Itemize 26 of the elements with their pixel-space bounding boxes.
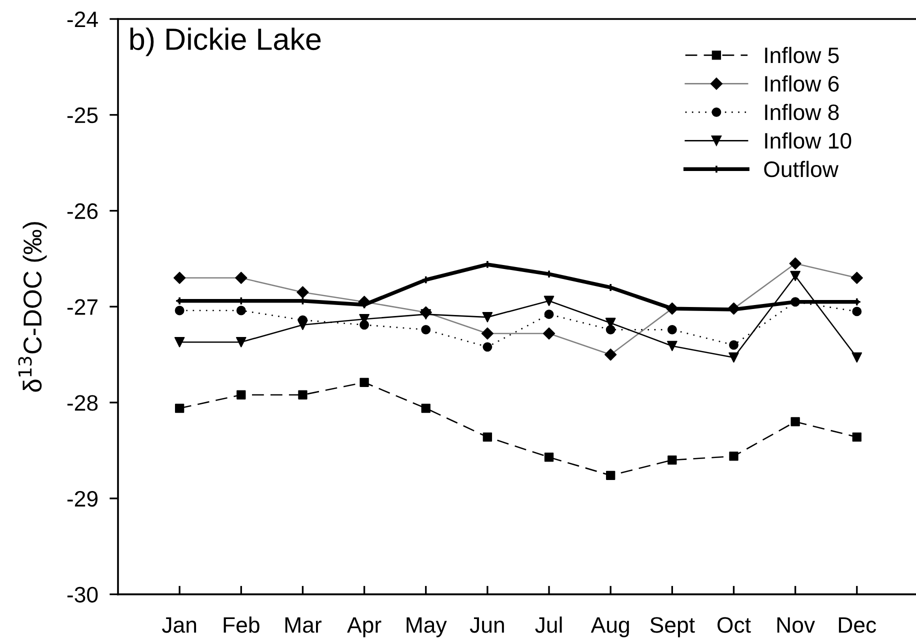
y-tick-label: -30 [67, 586, 98, 603]
x-tick-label: Dec [838, 617, 876, 633]
y-tick-label: -27 [67, 299, 98, 315]
chart-title: b) Dickie Lake [130, 28, 321, 56]
x-tick-label: Jul [535, 616, 562, 633]
x-tick-label: Nov [777, 617, 815, 633]
x-tick-label: Feb [224, 616, 260, 633]
x-tick-label: Sept [650, 617, 695, 638]
x-tick-label: Oct [718, 617, 751, 633]
y-tick-label: -28 [67, 395, 98, 411]
legend-label: Inflow 10 [765, 132, 852, 149]
x-tick-label: Apr [347, 617, 382, 638]
x-tick-label: Mar [285, 617, 322, 633]
legend-label: Inflow 5 [765, 46, 839, 64]
x-tick-label: Aug [590, 617, 629, 638]
x-tick-label: May [406, 617, 447, 638]
x-tick-label: Jan [162, 617, 196, 633]
legend-label: Inflow 8 [765, 104, 839, 120]
legend-label: Outflow [764, 160, 839, 178]
y-tick-label: -29 [67, 490, 98, 507]
y-axis-title: δ$^{13}$C-DOC (‰) [18, 222, 47, 392]
y-tick-label: -25 [67, 107, 98, 124]
y-tick-label: -24 [67, 12, 98, 28]
legend-label: Inflow 6 [765, 75, 839, 92]
x-tick-label: Jun [470, 617, 504, 633]
y-tick-label: -26 [67, 203, 98, 220]
